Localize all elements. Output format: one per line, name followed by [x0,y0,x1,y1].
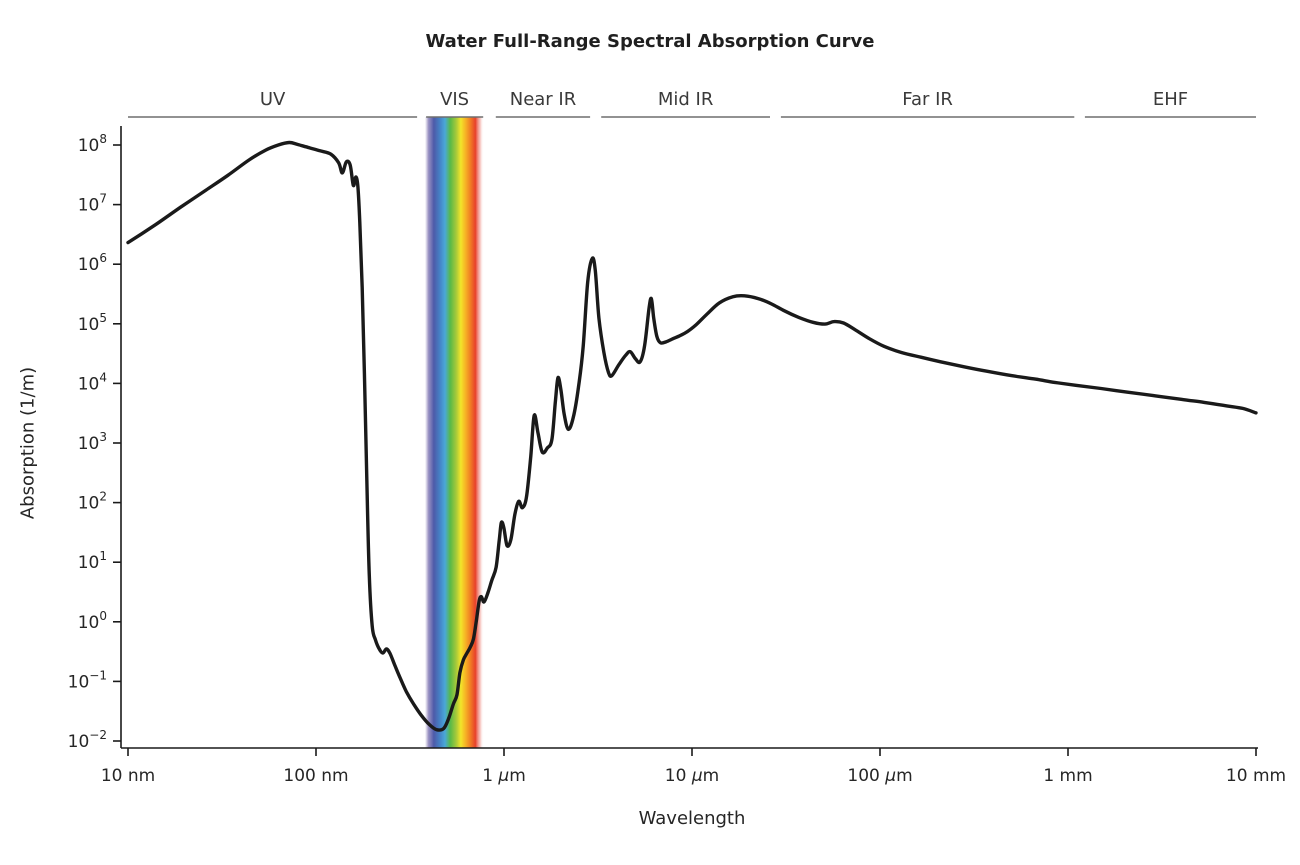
band-label-vis: VIS [440,89,469,110]
x-tick-label: 10 mm [1226,766,1286,786]
x-tick-label: 100 nm [283,766,348,786]
y-tick-label: 10−1 [68,668,107,692]
y-tick-label: 102 [78,490,107,514]
y-tick-label: 105 [78,311,107,335]
y-tick-label: 100 [78,609,107,633]
band-label-ehf: EHF [1153,89,1188,110]
y-tick-label: 103 [78,430,107,454]
band-label-far-ir: Far IR [902,89,953,110]
x-tick-label: 10 nm [101,766,155,786]
y-tick-label: 106 [78,251,107,275]
x-tick-label: 10 μm [665,766,719,786]
chart-title: Water Full-Range Spectral Absorption Cur… [425,31,875,52]
y-tick-label: 10−2 [68,728,107,752]
y-tick-label: 101 [78,549,107,573]
y-tick-label: 104 [78,370,107,394]
band-label-near-ir: Near IR [510,89,577,110]
band-label-mid-ir: Mid IR [658,89,714,110]
x-tick-label: 1 mm [1043,766,1092,786]
x-tick-label: 1 μm [482,766,526,786]
band-label-uv: UV [260,89,286,110]
visible-spectrum-band [425,117,484,748]
y-tick-label: 107 [78,192,107,216]
absorption-curve [126,140,1258,732]
x-tick-label: 100 μm [847,766,912,786]
x-axis-title: Wavelength [638,808,746,829]
y-tick-label: 108 [78,132,107,156]
